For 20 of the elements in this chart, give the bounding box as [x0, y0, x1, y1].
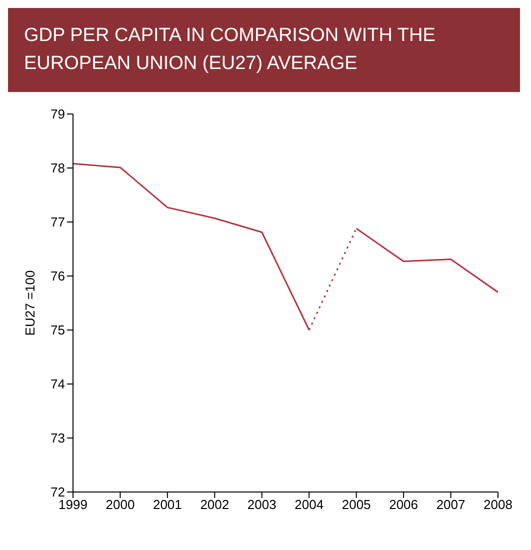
- y-tick-label: 73: [50, 430, 65, 446]
- chart-title: GDP PER CAPITA IN COMPARISON WITH THE EUROPEAN UNION (EU27) AVERAGE: [8, 8, 520, 92]
- x-tick-label: 2005: [342, 497, 371, 512]
- y-tick-label: 75: [50, 322, 65, 338]
- y-tick-label: 79: [50, 106, 65, 122]
- y-tick-label: 77: [50, 214, 65, 230]
- x-tick-label: 2000: [106, 497, 135, 512]
- y-tick-label: 78: [50, 160, 65, 176]
- x-tick-label: 2003: [247, 497, 276, 512]
- x-tick-label: 2002: [200, 497, 230, 512]
- x-tick-label: 2001: [152, 497, 182, 512]
- y-tick-label: 72: [50, 484, 65, 500]
- x-tick-label: 2008: [484, 497, 512, 512]
- x-tick-label: 2006: [389, 497, 418, 512]
- y-axis-title: EU27 =100: [22, 270, 38, 336]
- x-tick-label: 2007: [436, 497, 466, 512]
- x-tick-label: 2004: [294, 497, 324, 512]
- x-tick-label: 1999: [58, 497, 88, 512]
- y-tick-label: 74: [50, 376, 65, 392]
- y-tick-label: 76: [50, 268, 65, 284]
